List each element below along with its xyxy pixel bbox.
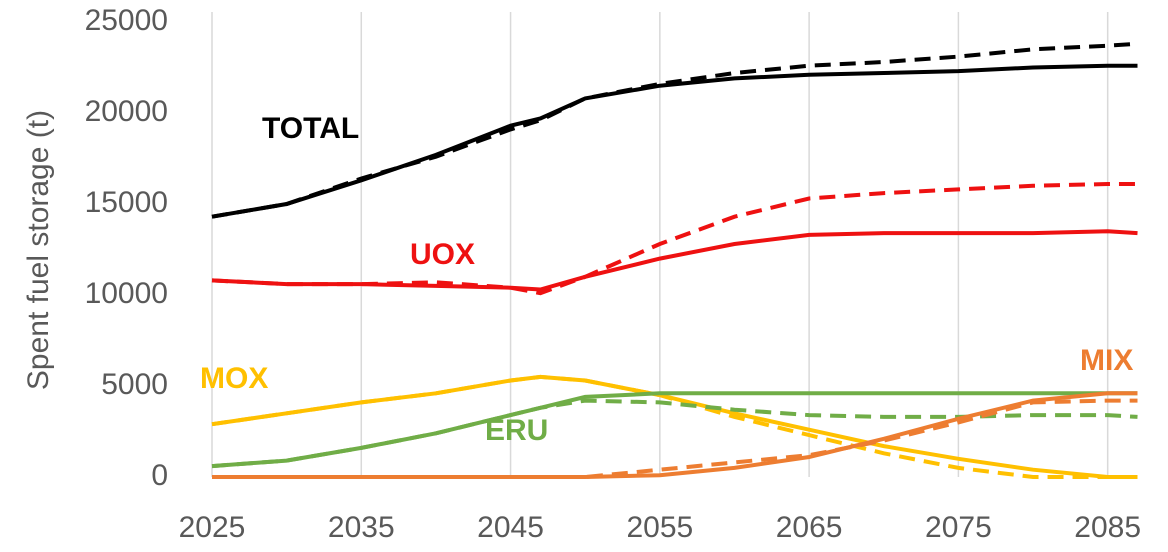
x-tick-label: 2045: [477, 511, 544, 544]
series-label: UOX: [410, 238, 475, 271]
y-tick-label: 0: [151, 459, 168, 492]
x-tick-label: 2075: [925, 511, 992, 544]
line: [212, 391, 1138, 479]
x-tick-label: 2065: [776, 511, 843, 544]
line: [211, 63, 1138, 219]
y-tick-label: 15000: [85, 186, 168, 219]
y-tick-label: 5000: [101, 368, 168, 401]
y-tick-label: 10000: [85, 277, 168, 310]
series-label: MIX: [1080, 344, 1133, 377]
y-tick-label: 20000: [85, 95, 168, 128]
y-axis-label: Spent fuel storage (t): [22, 110, 55, 390]
line: [211, 391, 1138, 469]
line-dashed: [212, 398, 1138, 479]
series-label: MOX: [200, 362, 268, 395]
x-tick-label: 2025: [179, 511, 246, 544]
series-label: TOTAL: [262, 112, 359, 145]
line: [211, 229, 1138, 292]
line-dashed: [211, 182, 1138, 296]
series-label: ERU: [485, 414, 548, 447]
x-tick-label: 2085: [1074, 511, 1141, 544]
y-tick-label: 25000: [85, 4, 168, 37]
x-tick-label: 2035: [328, 511, 395, 544]
x-tick-label: 2055: [626, 511, 693, 544]
